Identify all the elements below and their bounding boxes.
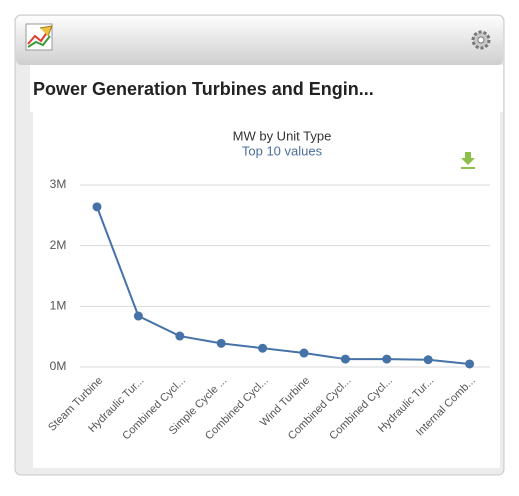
settings-icon[interactable] [471, 30, 491, 50]
chart-title: MW by Unit Type [233, 128, 332, 143]
widget-title: Power Generation Turbines and Engin... [33, 79, 374, 99]
point [340, 354, 350, 364]
title-band [30, 65, 503, 112]
point [258, 343, 268, 353]
y-tick-label: 2M [50, 238, 67, 252]
download-icon[interactable] [461, 152, 475, 169]
y-tick-label: 0M [50, 359, 67, 373]
point [382, 354, 392, 364]
widget-header [16, 16, 503, 65]
point [92, 202, 102, 212]
chart-subtitle: Top 10 values [242, 143, 323, 158]
point [299, 348, 309, 358]
point [216, 338, 226, 348]
point [175, 331, 185, 341]
y-tick-label: 3M [50, 177, 67, 191]
series-line [96, 206, 470, 365]
point [465, 359, 475, 369]
chart-area [33, 112, 500, 468]
point [423, 355, 433, 365]
y-tick-label: 1M [50, 299, 67, 313]
point [133, 311, 143, 321]
chart-icon [25, 23, 53, 51]
